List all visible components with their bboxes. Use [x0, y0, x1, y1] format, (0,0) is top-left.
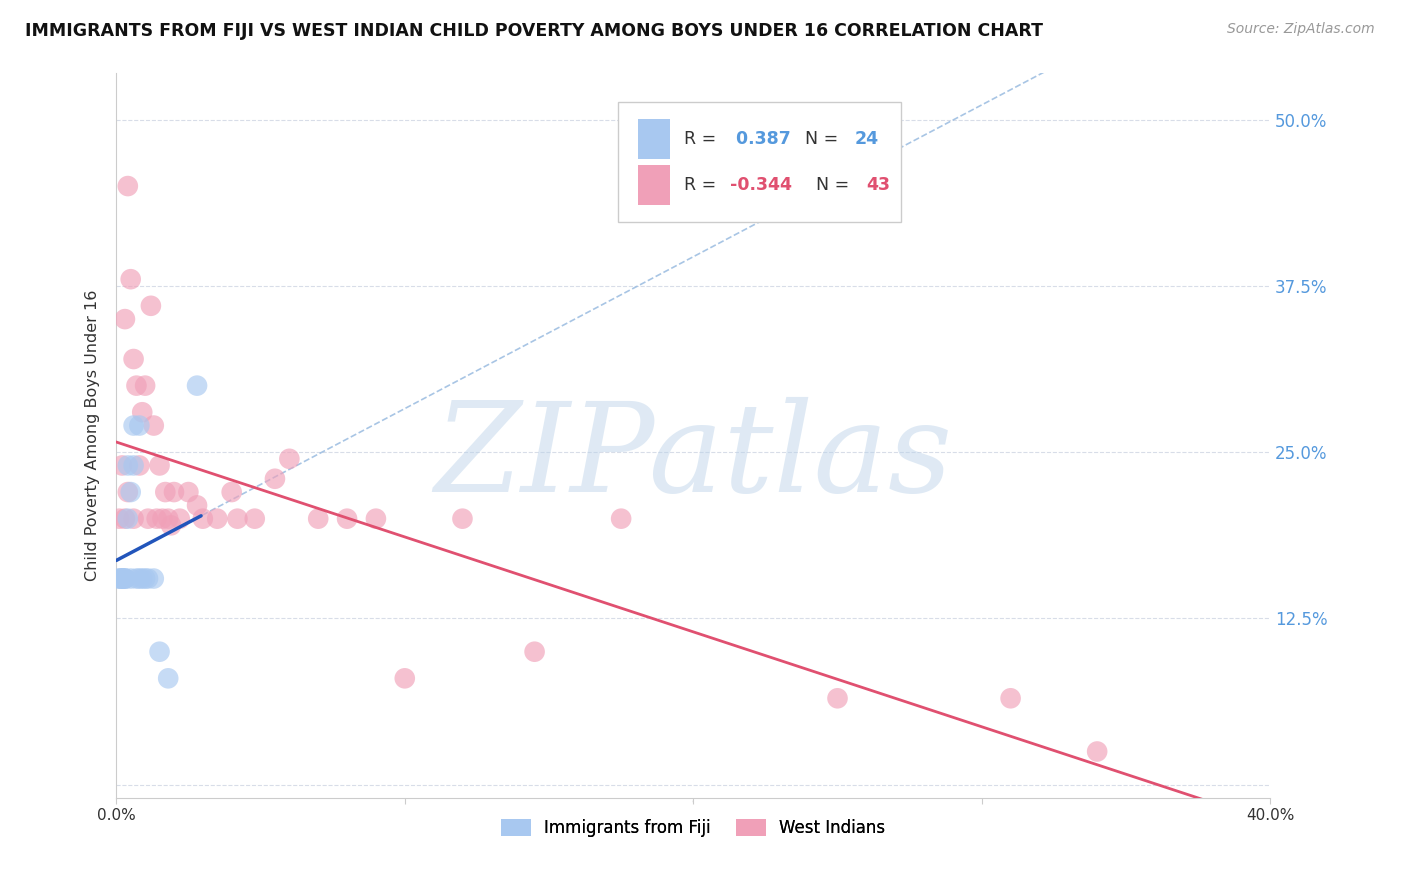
Point: [186, 499, 208, 513]
Point: [142, 418, 165, 433]
Point: [160, 518, 183, 533]
Point: [136, 511, 159, 525]
Point: [131, 405, 153, 419]
FancyBboxPatch shape: [638, 119, 671, 159]
Point: [157, 511, 180, 525]
Text: 0.387: 0.387: [730, 130, 792, 148]
Point: [128, 418, 150, 433]
Point: [134, 572, 156, 586]
Point: [191, 511, 214, 525]
Point: [264, 472, 287, 486]
Point: [451, 511, 474, 525]
FancyBboxPatch shape: [619, 102, 901, 221]
Text: 43: 43: [866, 177, 890, 194]
Point: [108, 572, 131, 586]
FancyBboxPatch shape: [638, 165, 671, 205]
Point: [336, 511, 359, 525]
Point: [148, 458, 170, 473]
Point: [364, 511, 387, 525]
Text: -0.344: -0.344: [730, 177, 792, 194]
Point: [1000, 691, 1022, 706]
Point: [120, 272, 142, 286]
Point: [136, 572, 159, 586]
Point: [108, 572, 131, 586]
Text: N =: N =: [806, 177, 855, 194]
Point: [117, 485, 139, 500]
Point: [117, 511, 139, 525]
Text: 24: 24: [855, 130, 879, 148]
Point: [155, 485, 177, 500]
Point: [145, 511, 167, 525]
Legend: Immigrants from Fiji, West Indians: Immigrants from Fiji, West Indians: [495, 813, 893, 844]
Point: [221, 485, 243, 500]
Point: [114, 312, 136, 326]
Point: [307, 511, 329, 525]
Point: [610, 511, 633, 525]
Point: [169, 511, 191, 525]
Point: [523, 645, 546, 659]
Point: [148, 645, 170, 659]
Point: [394, 671, 416, 685]
Point: [114, 572, 136, 586]
Text: IMMIGRANTS FROM FIJI VS WEST INDIAN CHILD POVERTY AMONG BOYS UNDER 16 CORRELATIO: IMMIGRANTS FROM FIJI VS WEST INDIAN CHIL…: [25, 22, 1043, 40]
Point: [111, 572, 134, 586]
Point: [125, 572, 148, 586]
Point: [122, 418, 145, 433]
Point: [111, 572, 134, 586]
Y-axis label: Child Poverty Among Boys Under 16: Child Poverty Among Boys Under 16: [86, 290, 100, 582]
Point: [163, 485, 186, 500]
Text: N =: N =: [793, 130, 844, 148]
Point: [120, 485, 142, 500]
Point: [122, 351, 145, 366]
Point: [278, 451, 301, 466]
Point: [125, 378, 148, 392]
Point: [152, 511, 174, 525]
Text: ZIPatlas: ZIPatlas: [434, 396, 952, 518]
Point: [117, 458, 139, 473]
Point: [207, 511, 229, 525]
Point: [114, 572, 136, 586]
Point: [142, 572, 165, 586]
Point: [226, 511, 249, 525]
Point: [131, 572, 153, 586]
Point: [134, 378, 156, 392]
Point: [157, 671, 180, 685]
Point: [186, 378, 208, 392]
Point: [128, 572, 150, 586]
Point: [243, 511, 266, 525]
Point: [114, 572, 136, 586]
Point: [114, 511, 136, 525]
Point: [122, 458, 145, 473]
Point: [128, 458, 150, 473]
Text: R =: R =: [685, 130, 721, 148]
Point: [120, 572, 142, 586]
Text: R =: R =: [685, 177, 721, 194]
Point: [108, 511, 131, 525]
Text: Source: ZipAtlas.com: Source: ZipAtlas.com: [1227, 22, 1375, 37]
Point: [177, 485, 200, 500]
Point: [111, 458, 134, 473]
Point: [827, 691, 849, 706]
Point: [122, 511, 145, 525]
Point: [117, 179, 139, 194]
Point: [1085, 744, 1108, 758]
Point: [139, 299, 162, 313]
Point: [111, 572, 134, 586]
